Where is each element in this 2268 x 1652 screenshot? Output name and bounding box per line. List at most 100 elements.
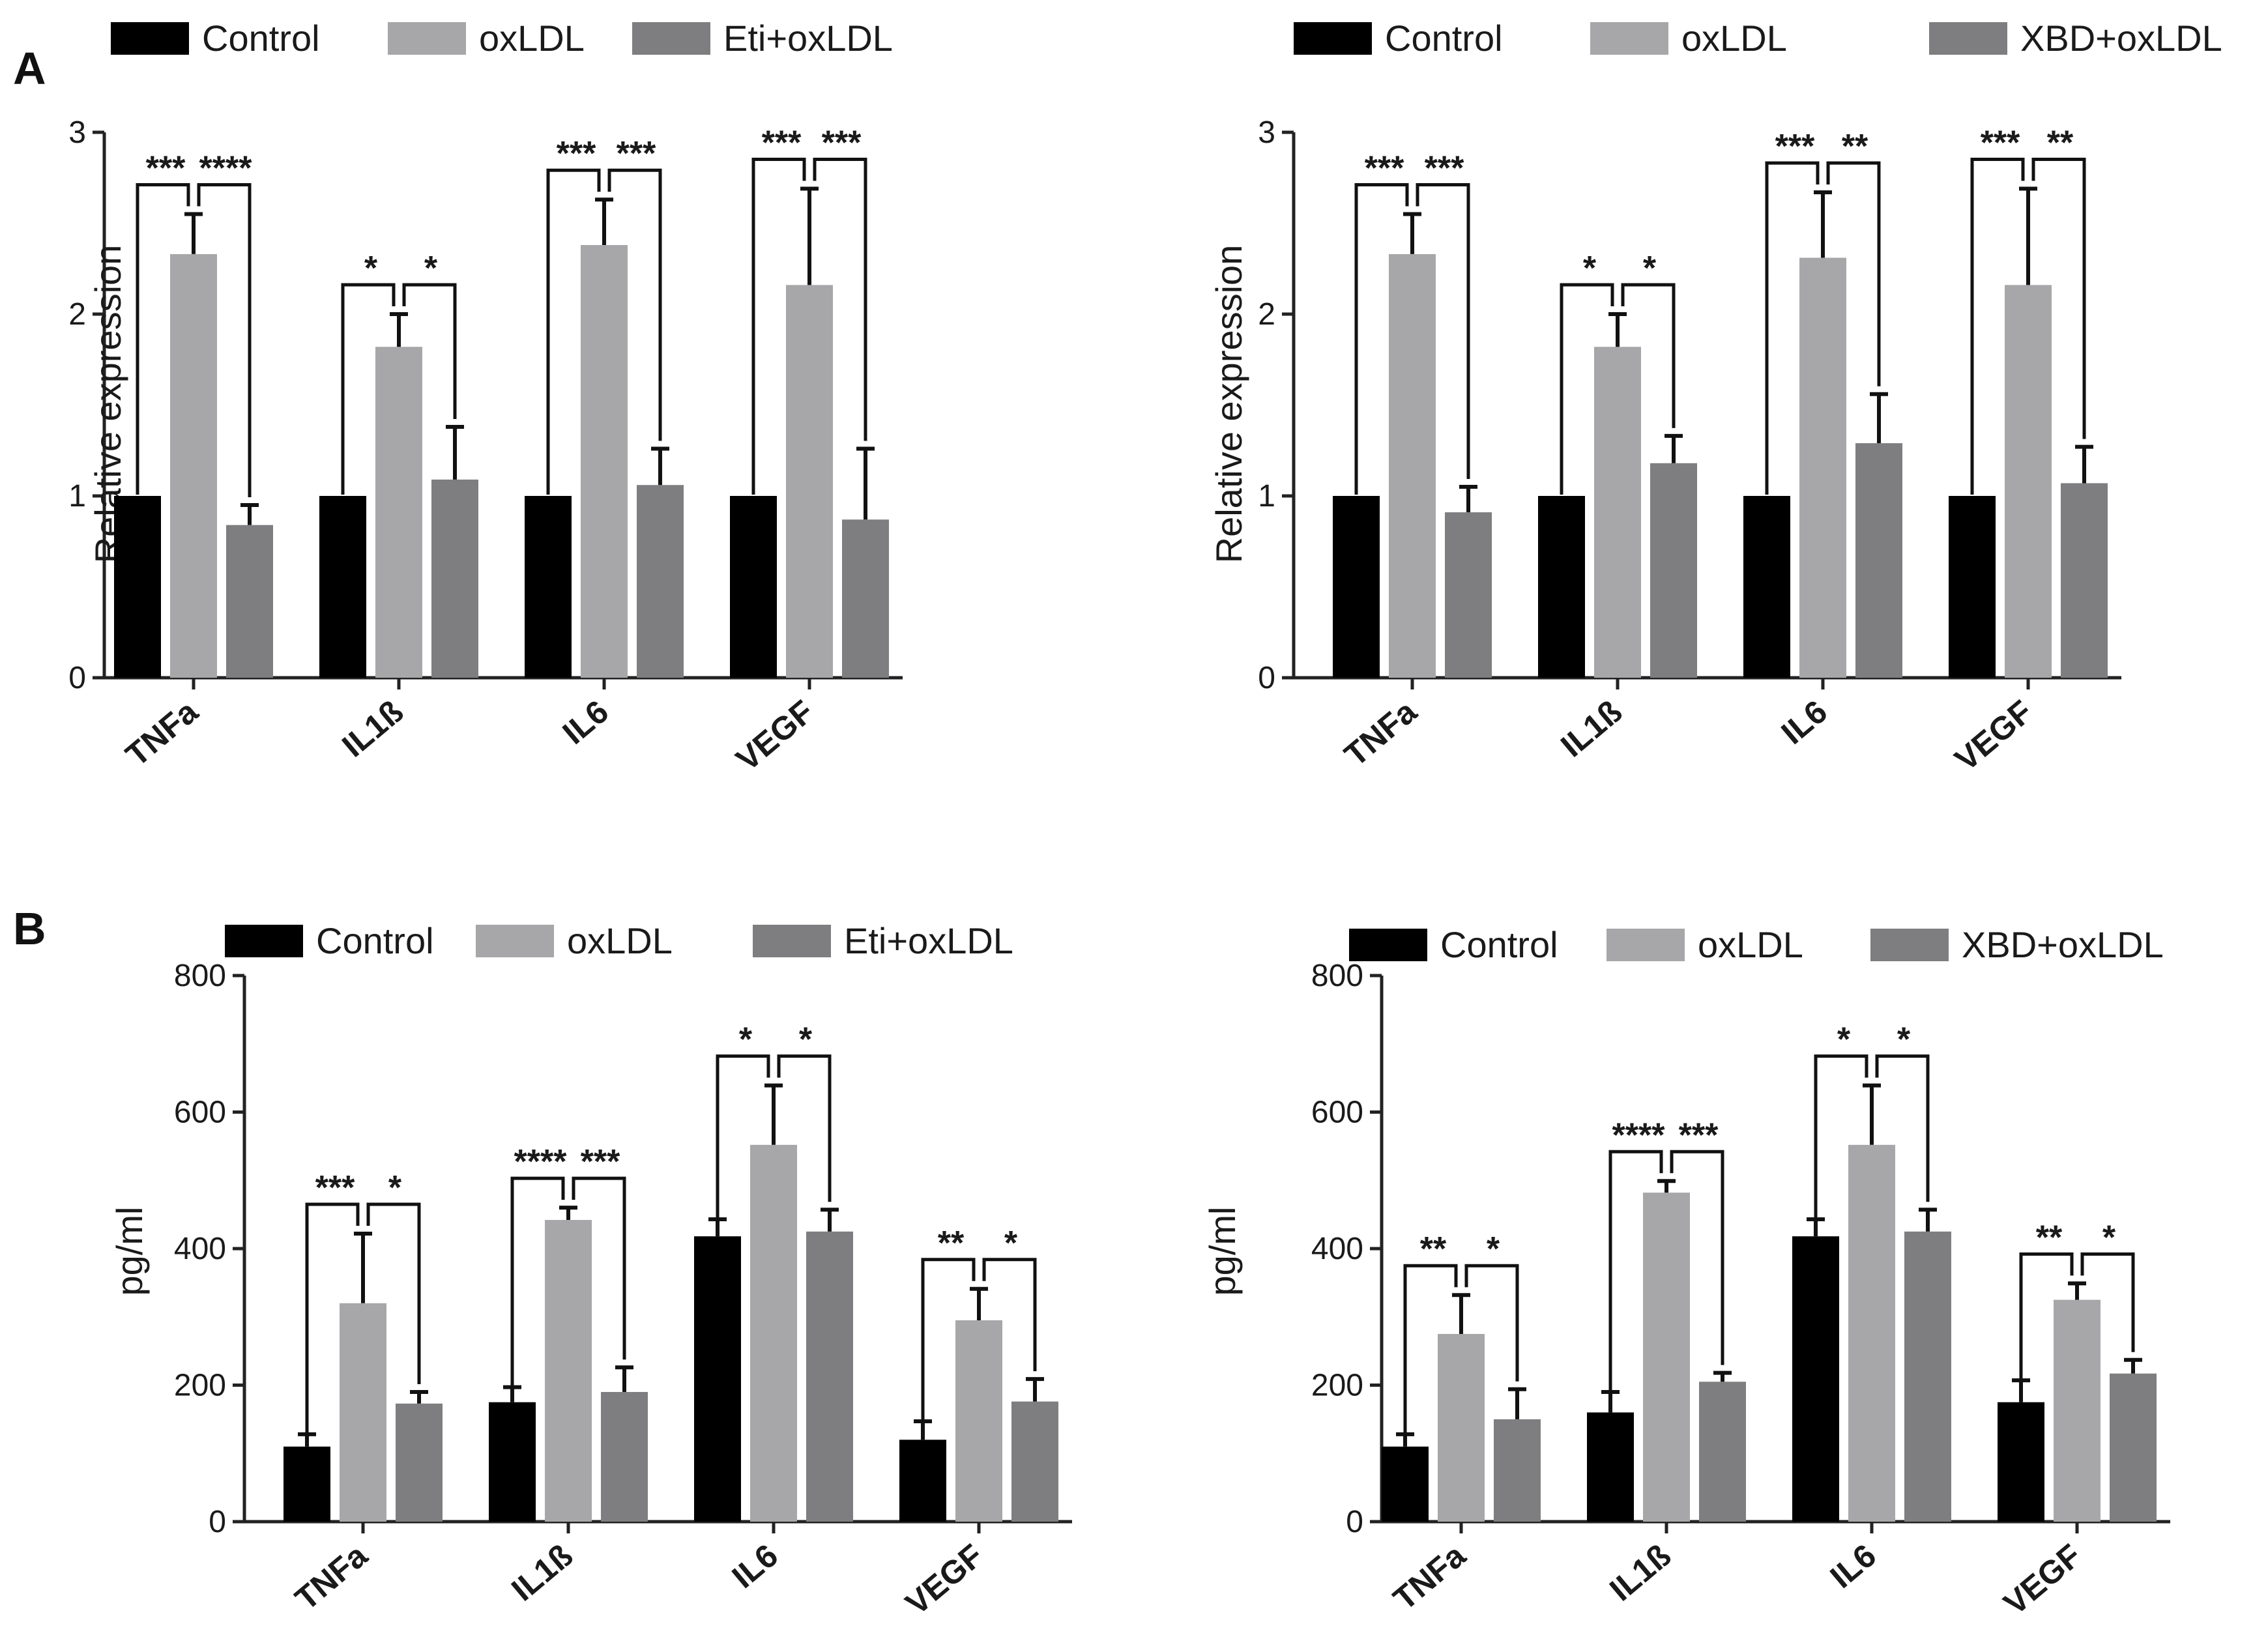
bracket-line-left-il1 (341, 283, 396, 495)
legend-swatch-eti-oxldl (632, 22, 710, 55)
significance-label-left-tnfa: *** (1365, 150, 1404, 188)
legend-swatch-oxldl (1590, 22, 1668, 55)
bar-tnfa-control (1382, 1446, 1429, 1522)
bar-group-il1: * * (1538, 250, 1697, 678)
bar-vegf-xbd-oxldl (2061, 483, 2108, 678)
legend-label-xbd-oxldl: XBD+oxLDL (2020, 18, 2222, 59)
bar-il1-eti-oxldl (601, 1391, 648, 1522)
bar-il6-xbd-oxldl (1904, 1231, 1951, 1522)
bar-il1-oxldl (545, 1220, 592, 1522)
significance-bracket-left-il6: *** (546, 135, 601, 495)
bar-vegf-control (1949, 496, 1996, 678)
bracket-line-right-tnfa (1416, 183, 1470, 480)
significance-label-left-il1: **** (514, 1143, 568, 1181)
y-tick-label-800: 800 (1311, 959, 1363, 993)
bar-vegf-control (1998, 1402, 2044, 1522)
legend-swatch-xbd-oxldl (1870, 929, 1949, 961)
bar-il6-control (1743, 496, 1790, 678)
legend-label-oxldl: oxLDL (1698, 924, 1803, 965)
bracket-line-right-vegf (982, 1258, 1037, 1372)
legend: Control oxLDL XBD+oxLDL (1294, 18, 2222, 59)
significance-bracket-left-il1: **** (510, 1143, 568, 1401)
bracket-line-right-vegf (2080, 1252, 2135, 1352)
y-tick-label-3: 3 (1258, 115, 1275, 150)
y-tick-label-3: 3 (68, 115, 86, 150)
significance-bracket-right-il6: * (777, 1021, 832, 1202)
significance-bracket-left-vegf: ** (921, 1225, 976, 1439)
x-tick-label-vegf: VEGF (729, 693, 821, 778)
bar-vegf-oxldl (955, 1320, 1002, 1522)
significance-bracket-left-il6: * (1814, 1021, 1868, 1236)
bar-tnfa-oxldl (170, 254, 217, 678)
legend-swatch-eti-oxldl (753, 925, 831, 957)
x-tick-label-vegf: VEGF (1997, 1537, 2088, 1622)
y-tick-label-0: 0 (209, 1505, 226, 1539)
y-axis-label: pg/ml (109, 1207, 150, 1296)
bar-il6-control (525, 496, 572, 678)
significance-label-left-il6: *** (1775, 128, 1815, 166)
legend-swatch-control (225, 925, 303, 957)
significance-bracket-right-tnfa: *** (1416, 150, 1470, 480)
bar-il1-control (319, 496, 366, 678)
bracket-line-left-tnfa (305, 1202, 360, 1445)
y-tick-label-2: 2 (68, 297, 86, 332)
bar-vegf-oxldl (786, 285, 833, 678)
bar-il6-control (1792, 1236, 1839, 1522)
bracket-line-right-vegf (813, 157, 867, 441)
significance-bracket-left-il1: * (1560, 250, 1614, 495)
bar-tnfa-control (284, 1446, 330, 1522)
x-tick-label-tnfa: TNFa (119, 693, 205, 774)
bar-vegf-xbd-oxldl (2110, 1373, 2157, 1522)
legend-label-eti-oxldl: Eti+oxLDL (844, 920, 1013, 961)
bar-group-vegf: ** * (1998, 1219, 2157, 1522)
bar-vegf-eti-oxldl (1011, 1401, 1058, 1522)
bracket-line-left-vegf (921, 1258, 976, 1439)
bracket-line-right-il1 (402, 283, 457, 419)
bar-group-tnfa: *** * (284, 1169, 443, 1522)
legend-swatch-oxldl (476, 925, 554, 957)
bar-tnfa-oxldl (340, 1303, 386, 1522)
significance-bracket-right-il1: *** (572, 1143, 626, 1360)
significance-label-right-il6: * (1897, 1021, 1911, 1059)
bar-chart-a-xbd: Control oxLDL XBD+oxLDL 0 1 2 3 Relative expres… (1208, 18, 2222, 778)
bar-il1-control (1587, 1412, 1634, 1522)
significance-label-left-il6: * (1837, 1021, 1851, 1059)
significance-bracket-left-il1: * (341, 250, 396, 495)
significance-bracket-left-il6: * (716, 1021, 770, 1236)
significance-bracket-right-vegf: *** (813, 124, 867, 441)
bar-vegf-control (730, 496, 777, 678)
significance-label-left-tnfa: *** (315, 1169, 355, 1207)
panel-letter-a: A (13, 43, 46, 94)
x-tick-label-vegf: VEGF (1948, 693, 2039, 778)
significance-label-right-tnfa: *** (1425, 150, 1464, 188)
bar-group-il6: *** ** (1743, 128, 1902, 678)
significance-bracket-right-tnfa: * (1464, 1230, 1519, 1382)
significance-label-right-il1: *** (1679, 1116, 1719, 1154)
y-axis-label: Relative expression (1208, 245, 1249, 564)
bar-group-vegf: ** * (899, 1225, 1058, 1522)
significance-bracket-right-il6: ** (1826, 128, 1881, 386)
bar-il1-control (1538, 496, 1585, 678)
significance-label-right-tnfa: **** (199, 150, 253, 188)
y-tick-label-400: 400 (1311, 1232, 1363, 1266)
significance-bracket-left-vegf: ** (2019, 1219, 2074, 1401)
x-tick-label-vegf: VEGF (899, 1537, 990, 1622)
significance-label-right-tnfa: * (1487, 1230, 1500, 1268)
bar-tnfa-control (1333, 496, 1380, 678)
significance-label-left-vegf: *** (762, 124, 802, 162)
legend-label-oxldl: oxLDL (479, 18, 585, 59)
significance-bracket-right-il6: *** (607, 135, 662, 441)
bar-il1-xbd-oxldl (1699, 1382, 1746, 1522)
x-tick-label-il6: IL6 (556, 693, 615, 751)
bar-vegf-oxldl (2005, 285, 2052, 678)
bar-vegf-eti-oxldl (842, 519, 889, 678)
significance-label-right-vegf: ** (2047, 124, 2074, 162)
bracket-line-right-tnfa (1464, 1264, 1519, 1382)
bracket-line-left-il6 (716, 1054, 770, 1236)
significance-label-left-vegf: *** (1981, 124, 2020, 162)
bracket-line-right-tnfa (197, 183, 252, 497)
significance-label-left-il6: * (739, 1021, 753, 1059)
legend-label-eti-oxldl: Eti+oxLDL (723, 18, 893, 59)
bracket-line-left-tnfa (1354, 183, 1409, 495)
x-tick-label-il1: IL1ß (335, 693, 410, 764)
